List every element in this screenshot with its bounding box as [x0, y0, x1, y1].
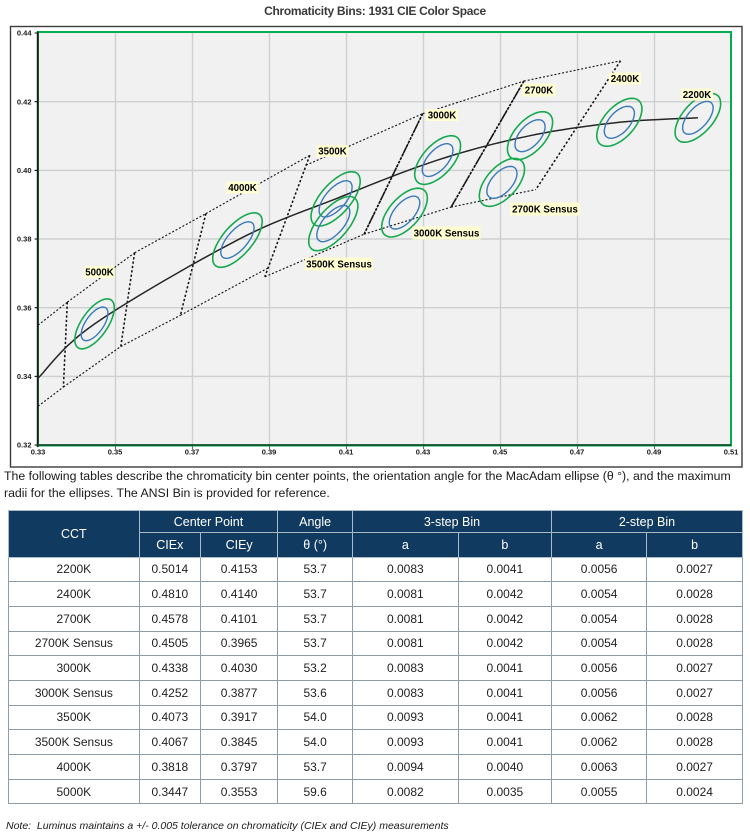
svg-text:0.35: 0.35 — [108, 447, 123, 456]
svg-text:3000K Sensus: 3000K Sensus — [414, 228, 480, 239]
svg-text:0.38: 0.38 — [17, 235, 32, 244]
svg-text:4000K: 4000K — [228, 183, 257, 194]
svg-text:0.36: 0.36 — [17, 303, 32, 312]
svg-text:0.43: 0.43 — [416, 447, 431, 456]
svg-text:2200K: 2200K — [683, 90, 712, 101]
svg-text:0.45: 0.45 — [493, 447, 508, 456]
svg-text:0.34: 0.34 — [17, 372, 32, 381]
svg-text:0.33: 0.33 — [31, 447, 46, 456]
svg-text:2400K: 2400K — [611, 74, 640, 85]
svg-text:3500K Sensus: 3500K Sensus — [306, 259, 372, 270]
svg-text:2700K Sensus: 2700K Sensus — [512, 204, 578, 215]
svg-text:0.49: 0.49 — [647, 447, 662, 456]
svg-text:0.41: 0.41 — [339, 447, 354, 456]
svg-text:3500K: 3500K — [318, 146, 347, 157]
svg-text:0.42: 0.42 — [17, 97, 32, 106]
svg-text:0.40: 0.40 — [17, 166, 32, 175]
svg-text:0.32: 0.32 — [17, 441, 32, 450]
svg-text:5000K: 5000K — [85, 267, 114, 278]
svg-text:0.51: 0.51 — [724, 447, 739, 456]
svg-text:0.44: 0.44 — [17, 29, 32, 38]
svg-text:0.39: 0.39 — [262, 447, 277, 456]
svg-text:0.37: 0.37 — [185, 447, 200, 456]
svg-text:3000K: 3000K — [428, 110, 457, 121]
svg-text:2700K: 2700K — [525, 85, 554, 96]
svg-text:0.47: 0.47 — [570, 447, 585, 456]
